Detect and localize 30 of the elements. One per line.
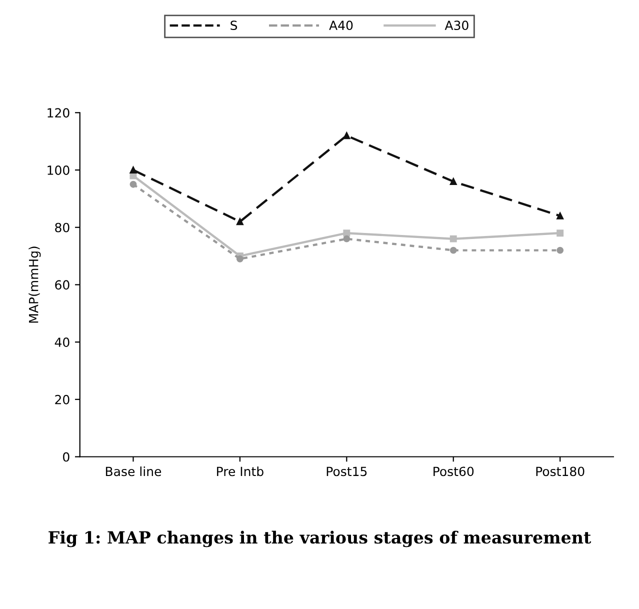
x-tick-label: Post15 xyxy=(326,466,367,476)
point xyxy=(130,166,137,174)
text: Fig 1: MAP changes in the various stages of measurement xyxy=(48,530,592,548)
x-tick-label: Base line xyxy=(106,466,162,476)
y-tick-label: 0 xyxy=(63,452,70,462)
legend-label: S xyxy=(230,20,238,30)
x-tick-label: Post180 xyxy=(536,466,584,476)
point xyxy=(450,235,457,242)
point xyxy=(130,180,137,188)
y-tick-label: 60 xyxy=(55,280,70,290)
y-tick-label: 20 xyxy=(55,394,70,404)
point xyxy=(236,255,244,262)
point xyxy=(450,178,457,185)
y-tick-label: 100 xyxy=(48,165,70,175)
point xyxy=(343,235,350,242)
x-tick-label: Post60 xyxy=(434,466,474,476)
y-axis-title: MAP(mmHg) xyxy=(28,246,41,323)
point xyxy=(343,132,350,140)
point xyxy=(556,230,564,237)
x-tick-label: Pre Intb xyxy=(217,466,264,476)
point xyxy=(236,218,244,226)
y-tick-label: 120 xyxy=(48,108,70,118)
y-tick-label: 40 xyxy=(54,338,70,347)
point xyxy=(556,246,564,254)
point xyxy=(556,212,564,220)
legend-label: A30 xyxy=(444,20,468,30)
point xyxy=(450,246,457,254)
point xyxy=(343,230,350,237)
legend-label: A40 xyxy=(329,20,353,30)
y-tick-label: 80 xyxy=(55,222,70,232)
